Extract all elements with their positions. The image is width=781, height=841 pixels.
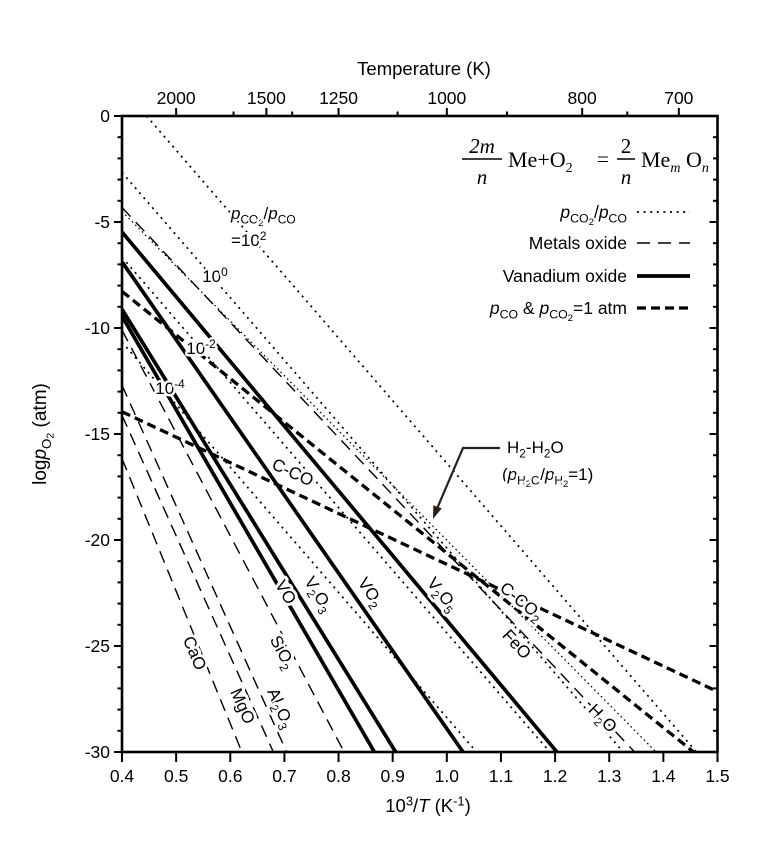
c-co2-line [122, 290, 695, 752]
feo-label: FeO [498, 626, 534, 663]
feo-line [122, 207, 636, 752]
c-co-line [122, 410, 718, 694]
equation-frac2-denominator: n [621, 165, 632, 189]
top-tick-label: 1250 [319, 88, 358, 108]
legend-pco-pco2-1atm-label: pCO & pCO2=1 atm [489, 298, 627, 324]
c-co2-label: C-CO2 [494, 578, 547, 627]
equation-frac2-numerator: 2 [621, 134, 632, 158]
bottom-tick-label: 0.9 [381, 766, 405, 786]
equation-frac1-numerator: 2m [469, 134, 495, 158]
h2-h2o-annotation-line2: (pH2O/pH2=1) [502, 465, 593, 489]
series-layer [122, 116, 718, 752]
equation-equals-sign: = [597, 147, 609, 171]
ratio-1e0-label: 100 [202, 265, 228, 286]
v2o3-line [122, 308, 398, 752]
h2-h2o-label: H2O [582, 700, 621, 739]
annotation-arrowhead-icon [433, 505, 442, 519]
legend-metals-oxide-label: Metals oxide [529, 233, 627, 253]
left-tick-label: -30 [85, 742, 111, 762]
left-tick-label: -20 [85, 530, 111, 550]
legend-pco2-pco-label: pCO2/pCO [559, 202, 627, 228]
equation-term1: Me+O2 [508, 147, 573, 176]
vo2-label: VO2 [351, 574, 387, 613]
h2-h2o-annotation-line1: H2-H2O [507, 438, 564, 460]
equation-term2: Mem On [641, 147, 709, 176]
top-tick-label: 1500 [247, 88, 286, 108]
mgo-label: MgO [226, 686, 258, 727]
left-tick-label: -5 [94, 212, 110, 232]
vo2-line [122, 260, 465, 752]
left-tick-label: -10 [85, 318, 111, 338]
al2o3-line [122, 384, 288, 752]
mgo-line [122, 415, 274, 752]
bottom-tick-label: 1.3 [597, 766, 621, 786]
bottom-tick-label: 0.6 [218, 766, 242, 786]
bottom-tick-label: 0.8 [326, 766, 350, 786]
co2co-1e2-line [145, 116, 698, 752]
legend: 2m n Me+O2 = 2 n Mem On pCO2/pCO Metals oxide Van… [462, 134, 709, 324]
v2o5-line [122, 230, 559, 752]
annotation-arrow-line [434, 446, 500, 512]
v2o3-label: V2O3 [298, 573, 337, 617]
vo-line [122, 315, 376, 752]
cao-line [122, 458, 243, 752]
bottom-axis-title: 103/T (K-1) [385, 793, 470, 816]
cao-label: CaO [179, 633, 210, 673]
bottom-tick-label: 0.4 [110, 766, 135, 786]
bottom-tick-label: 1.4 [651, 766, 676, 786]
bottom-tick-label: 0.5 [164, 766, 188, 786]
top-tick-label: 2000 [157, 88, 196, 108]
annotation-layer: H2-H2O (pH2O/pH2=1) [433, 436, 596, 519]
axes-layer: 0.4 0.5 0.6 0.7 0.8 0.9 1.0 1.1 1.2 1.3 1.4 1.5 0 -5 -… [30, 58, 730, 816]
al2o3-label: Al2O3 [260, 685, 298, 732]
plot-frame [120, 114, 719, 754]
top-tick-label: 700 [664, 88, 693, 108]
equation-frac1-denominator: n [477, 165, 488, 189]
left-tick-label: 0 [100, 106, 110, 126]
ratio-header-label: pCO2/pCO [230, 204, 296, 228]
left-axis-title: logpO2 (atm) [30, 383, 57, 485]
ratio-1e-2-label: 10-2 [186, 337, 216, 358]
co2co-1e-2-line [122, 256, 551, 752]
ratio-1e2-label: =102 [231, 229, 267, 250]
sio2-label: SiO2 [263, 632, 299, 674]
bottom-tick-label: 1.1 [489, 766, 513, 786]
left-tick-label: -15 [85, 424, 110, 444]
bottom-tick-label: 1.5 [705, 766, 729, 786]
top-tick-label: 800 [568, 88, 597, 108]
top-axis-title: Temperature (K) [357, 58, 491, 79]
co2co-1e-4-line [122, 341, 478, 752]
left-tick-label: -25 [85, 636, 110, 656]
bottom-tick-label: 0.7 [272, 766, 296, 786]
bottom-tick-label: 1.2 [543, 766, 567, 786]
bottom-tick-label: 1.0 [435, 766, 460, 786]
co2co-1e0-line [122, 171, 624, 752]
top-tick-label: 1000 [427, 88, 466, 108]
ratio-1e-4-label: 10-4 [155, 377, 185, 398]
legend-vanadium-oxide-label: Vanadium oxide [503, 266, 627, 286]
